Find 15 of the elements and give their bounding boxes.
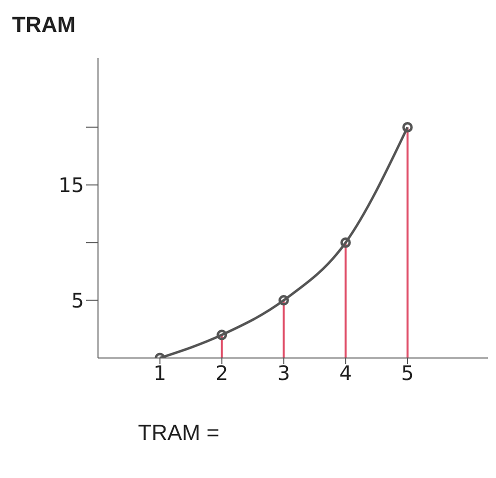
text: TRAM = [138, 420, 220, 446]
bar [406, 127, 409, 358]
point [402, 122, 413, 132]
point [340, 237, 351, 248]
y-tick-label: 15 [58, 173, 84, 198]
x-tick-label: 3 [277, 361, 290, 386]
point [216, 330, 228, 340]
x-tick-label: 2 [215, 361, 228, 386]
bar [282, 300, 285, 358]
x-tick-label: 4 [339, 361, 352, 386]
x-tick-label: 5 [401, 361, 414, 386]
bar [344, 242, 347, 358]
chart-title: TRAM [12, 12, 76, 38]
point [278, 295, 289, 306]
x-tick-label: 1 [154, 361, 166, 386]
